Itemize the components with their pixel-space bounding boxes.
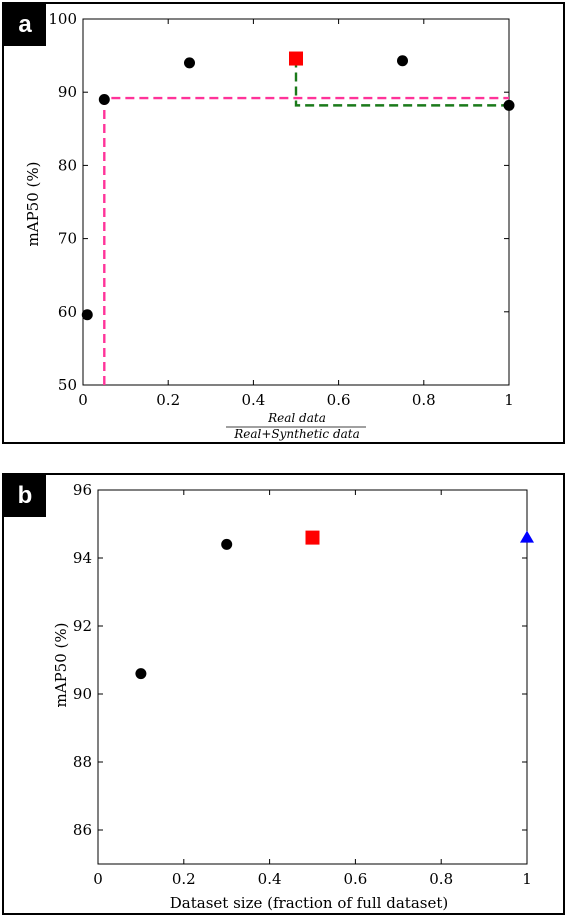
x-tick-label: 0.2 [172, 870, 196, 888]
y-axis-label: mAP50 (%) [24, 162, 42, 247]
chart-a: mAP50 (%) Real data Real+Synthetic data … [24, 10, 515, 441]
data-point-square [305, 530, 320, 545]
data-point-circle [397, 55, 408, 67]
y-axis-label: mAP50 (%) [52, 623, 70, 708]
panel-label: b [4, 475, 46, 517]
data-point-circle [81, 309, 93, 321]
x-tick-label: 0 [78, 391, 88, 409]
y-tick-label: 88 [73, 753, 92, 771]
y-tick-label: 90 [73, 685, 92, 703]
data-point-circle [184, 57, 195, 69]
y-tick-label: 92 [73, 617, 92, 635]
y-tick-label: 96 [73, 481, 92, 499]
data-point-square [289, 51, 303, 66]
data-point-circle [135, 668, 147, 680]
x-tick-label: 0.6 [343, 870, 367, 888]
x-tick-label: 0.8 [429, 870, 453, 888]
reference-line [294, 58, 509, 107]
y-tick-label: 90 [58, 83, 77, 101]
panel-label: a [4, 4, 46, 46]
x-tick-label: 0.4 [258, 870, 282, 888]
panel-a: a mAP50 (%) Real data Real+Synthetic dat… [2, 2, 565, 444]
panel-b: b mAP50 (%) Dataset size (fraction of fu… [2, 473, 565, 915]
chart-b: mAP50 (%) Dataset size (fraction of full… [52, 481, 534, 912]
x-axis-label: Dataset size (fraction of full dataset) [170, 894, 448, 912]
y-tick-label: 60 [58, 303, 77, 321]
data-point-triangle [520, 530, 534, 543]
x-tick-label: 0 [93, 870, 103, 888]
y-tick-label: 100 [48, 10, 77, 28]
data-point-circle [221, 538, 233, 550]
x-tick-label: 1 [522, 870, 532, 888]
y-tick-label: 94 [73, 549, 92, 567]
x-tick-label: 0.6 [327, 391, 351, 409]
y-tick-label: 80 [58, 156, 77, 174]
y-tick-label: 86 [73, 821, 92, 839]
x-axis-label-denominator: Real+Synthetic data [233, 427, 360, 441]
plot-frame [97, 489, 528, 865]
x-tick-label: 0.4 [241, 391, 265, 409]
reference-line [103, 96, 509, 385]
y-tick-label: 70 [58, 230, 77, 248]
x-tick-label: 0.8 [412, 391, 436, 409]
x-axis-label-numerator: Real data [267, 411, 326, 425]
plot-frame [82, 18, 510, 386]
y-tick-label: 50 [58, 376, 77, 394]
data-point-circle [98, 94, 110, 106]
x-tick-label: 1 [504, 391, 514, 409]
x-tick-label: 0.2 [156, 391, 180, 409]
data-point-circle [503, 99, 515, 111]
